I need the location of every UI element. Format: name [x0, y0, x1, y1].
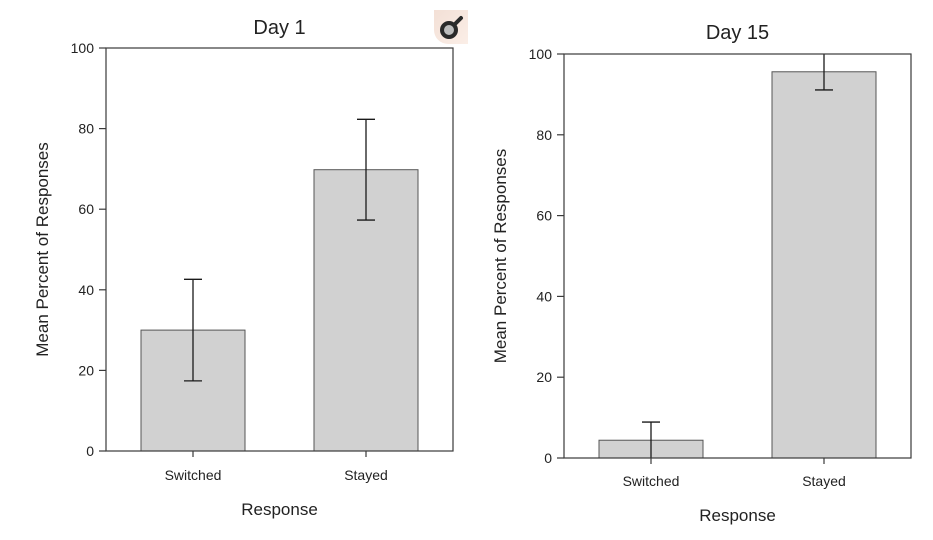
- y-tick-label: 40: [78, 282, 94, 298]
- error-bar-switched: [184, 278, 202, 382]
- y-tick-label: 20: [78, 362, 94, 378]
- y-tick-label: 80: [536, 127, 552, 143]
- y-tick-label: 80: [78, 121, 94, 137]
- plot-frame: [563, 53, 912, 459]
- x-tick-label-switched: Switched: [165, 467, 222, 483]
- magnifier-icon[interactable]: [434, 10, 468, 44]
- magnifier-glyph: [440, 16, 463, 39]
- y-tick-label: 0: [86, 443, 94, 459]
- x-tick-label-switched: Switched: [623, 473, 680, 489]
- chart-1: 0 20 40 60 80 100 Switched Stayed Day 1 Response M…: [33, 17, 454, 519]
- x-axis-label: Response: [241, 500, 318, 519]
- y-tick-label: 20: [536, 369, 552, 385]
- plot-frame: [105, 47, 454, 452]
- bar-stayed: [771, 71, 877, 459]
- chart-title: Day 15: [706, 22, 769, 44]
- y-tick-label: 60: [78, 201, 94, 217]
- chart-title: Day 1: [253, 17, 305, 39]
- chart-2: 0 20 40 60 80 100 Switched Stayed Day 15 Response…: [491, 22, 912, 525]
- x-tick-label-stayed: Stayed: [344, 467, 388, 483]
- y-axis-label: Mean Percent of Responses: [33, 142, 52, 357]
- y-tick-label: 40: [536, 288, 552, 304]
- error-bar-stayed: [357, 118, 375, 221]
- x-axis-label: Response: [699, 506, 776, 525]
- y-tick-label: 100: [71, 40, 95, 56]
- y-axis-label: Mean Percent of Responses: [491, 149, 510, 364]
- x-tick-label-stayed: Stayed: [802, 473, 846, 489]
- y-tick-label: 60: [536, 208, 552, 224]
- y-tick-label: 0: [544, 450, 552, 466]
- y-tick-label: 100: [529, 46, 553, 62]
- error-bar-switched: [642, 421, 660, 459]
- error-bar-stayed: [815, 54, 833, 91]
